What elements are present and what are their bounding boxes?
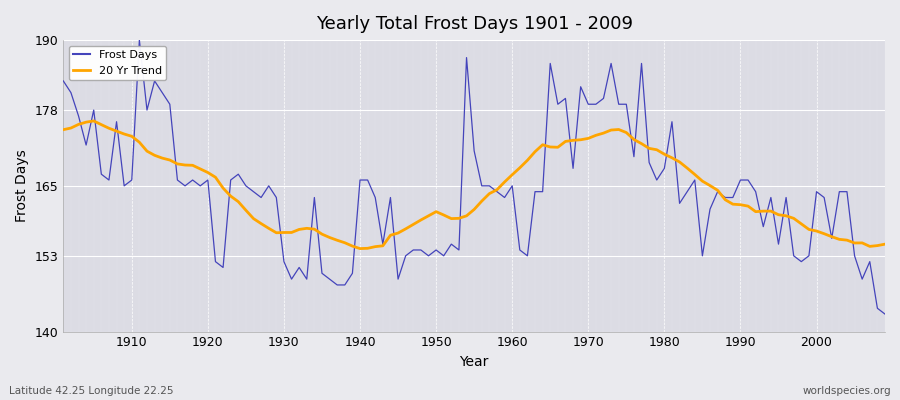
Text: Latitude 42.25 Longitude 22.25: Latitude 42.25 Longitude 22.25 xyxy=(9,386,174,396)
Title: Yearly Total Frost Days 1901 - 2009: Yearly Total Frost Days 1901 - 2009 xyxy=(316,15,633,33)
X-axis label: Year: Year xyxy=(460,355,489,369)
Y-axis label: Frost Days: Frost Days xyxy=(15,150,29,222)
Text: worldspecies.org: worldspecies.org xyxy=(803,386,891,396)
Legend: Frost Days, 20 Yr Trend: Frost Days, 20 Yr Trend xyxy=(68,46,166,80)
